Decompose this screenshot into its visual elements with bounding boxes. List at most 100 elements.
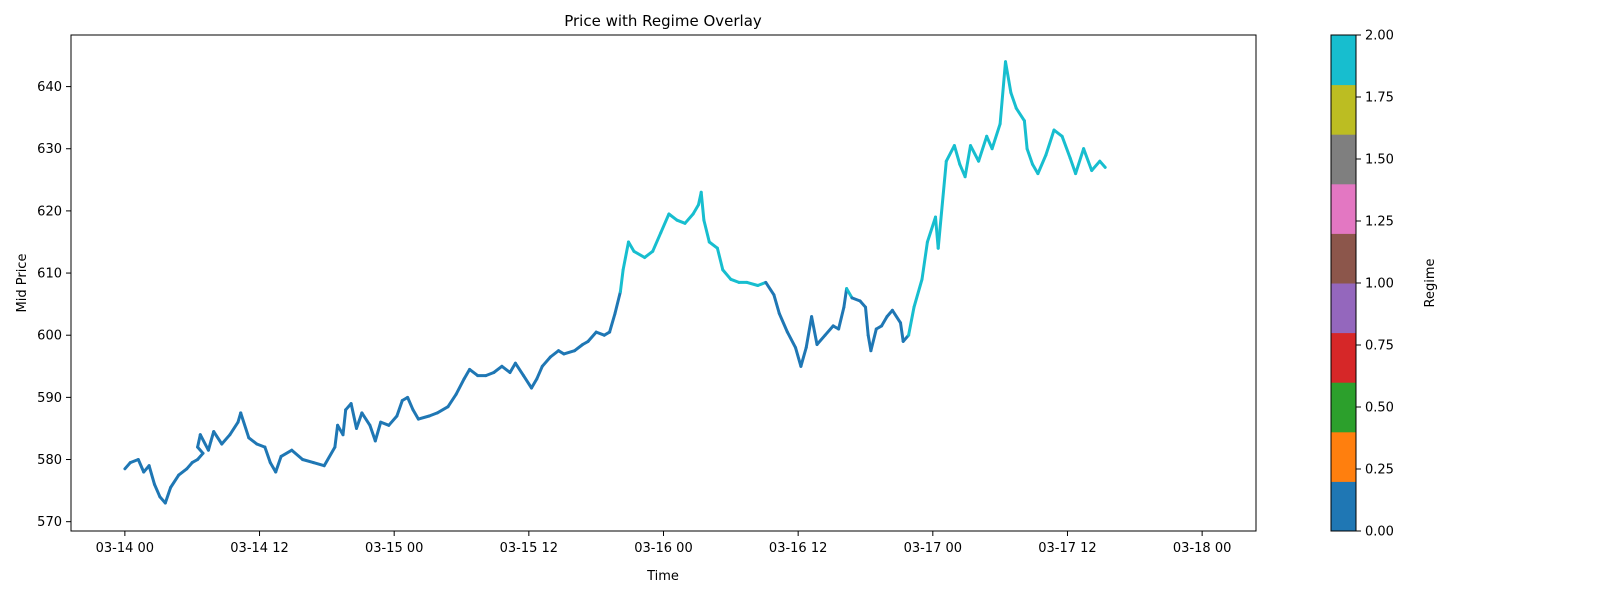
price-segment (925, 215, 937, 244)
price-segment (153, 482, 162, 499)
plot-frame (70, 34, 1257, 532)
price-segment (562, 349, 577, 356)
plot-area: 570 580 590 600 610 620 630 640 03-14 00 03-14 12… (37, 34, 1257, 556)
price-segment (228, 420, 240, 437)
price-segment (823, 324, 835, 337)
price-segment (777, 312, 789, 334)
price-segment (699, 190, 706, 222)
price-segment (643, 249, 655, 259)
y-axis-label: Mid Price (15, 254, 30, 313)
price-segment (163, 486, 173, 505)
y-tick-label: 590 (37, 391, 62, 406)
price-segment (274, 454, 283, 474)
price-segment (785, 330, 797, 350)
price-segment (1060, 134, 1072, 160)
price-segment (963, 144, 972, 179)
y-tick-label: 640 (37, 80, 62, 95)
y-tick-label: 630 (37, 142, 62, 157)
price-segment (998, 60, 1007, 126)
price-segment (435, 405, 450, 415)
price-segment (618, 268, 625, 294)
price-segment (869, 327, 878, 353)
x-axis-label: Time (646, 569, 679, 584)
price-segment (279, 448, 294, 458)
price-segment (977, 134, 989, 163)
price-segment (322, 445, 337, 468)
price-segment (411, 408, 420, 421)
price-segment (522, 374, 533, 390)
x-tick-label: 03-17 00 (904, 541, 962, 556)
price-segment (1044, 128, 1056, 157)
price-segment (799, 346, 808, 368)
colorbar-tick-label: 1.50 (1365, 153, 1394, 168)
price-segment (944, 144, 956, 163)
price-segment (548, 349, 560, 359)
y-tick-label: 600 (37, 329, 62, 344)
price-segment (406, 395, 415, 412)
price-segment (373, 420, 383, 443)
price-segment (206, 439, 213, 452)
price-segment (508, 361, 517, 374)
y-tick-label: 580 (37, 453, 62, 468)
y-tick-label: 610 (37, 267, 62, 282)
colorbar-swatch (1331, 332, 1356, 383)
price-segment (1082, 147, 1094, 172)
colorbar-swatch (1331, 233, 1356, 284)
price-segment (212, 430, 224, 446)
price-segment (1009, 91, 1018, 110)
price-segment (1025, 147, 1034, 166)
price-segment (845, 287, 854, 300)
price-segment (333, 423, 340, 449)
price-segment (659, 212, 671, 235)
x-tick-label: 03-14 12 (230, 541, 288, 556)
price-segment (360, 411, 372, 427)
price-segment (920, 240, 929, 281)
price-segment (492, 364, 504, 374)
price-segment (290, 448, 305, 461)
price-segment (936, 159, 948, 250)
price-segment (804, 315, 814, 350)
price-segment (311, 461, 326, 468)
y-tick-label: 570 (37, 515, 62, 530)
price-segment (969, 144, 981, 163)
price-segment (355, 411, 364, 430)
price-segment (794, 346, 803, 368)
price-segment (715, 246, 725, 272)
x-tick-label: 03-16 12 (769, 541, 827, 556)
price-segment (608, 312, 617, 334)
colorbar-tick-label: 0.75 (1365, 339, 1394, 354)
price-segment (952, 144, 962, 166)
price-segment (586, 330, 598, 343)
colorbar-tick-label: 1.75 (1365, 91, 1394, 106)
price-segment (416, 414, 431, 421)
price-segment (387, 414, 399, 427)
price-segment (667, 212, 679, 222)
colorbar-tick-label: 2.00 (1365, 29, 1394, 44)
x-tick-label: 03-14 00 (96, 541, 154, 556)
price-segment (707, 240, 719, 250)
colorbar-tick-label: 1.25 (1365, 215, 1394, 230)
price-segment (1074, 147, 1086, 176)
price-segment (341, 408, 348, 437)
price-segment (540, 355, 552, 368)
colorbar-tick-label: 0.00 (1365, 525, 1394, 540)
price-segment (500, 364, 512, 374)
price-segment (613, 290, 622, 315)
price-segment (772, 293, 781, 315)
price-segment (621, 240, 630, 272)
price-segment (899, 321, 905, 343)
x-tick-label: 03-16 00 (634, 541, 692, 556)
price-segment (530, 377, 539, 390)
colorbar-swatch (1331, 382, 1356, 433)
colorbar-swatch (1331, 134, 1356, 185)
colorbar-swatch (1331, 481, 1356, 532)
price-segment (301, 458, 315, 465)
price-segment (837, 305, 846, 331)
price-segment (764, 280, 776, 297)
colorbar-label: Regime (1423, 259, 1438, 308)
price-segment (702, 218, 711, 244)
price-segment (683, 212, 695, 225)
price-segment (368, 423, 377, 443)
colorbar-swatch (1331, 431, 1356, 482)
